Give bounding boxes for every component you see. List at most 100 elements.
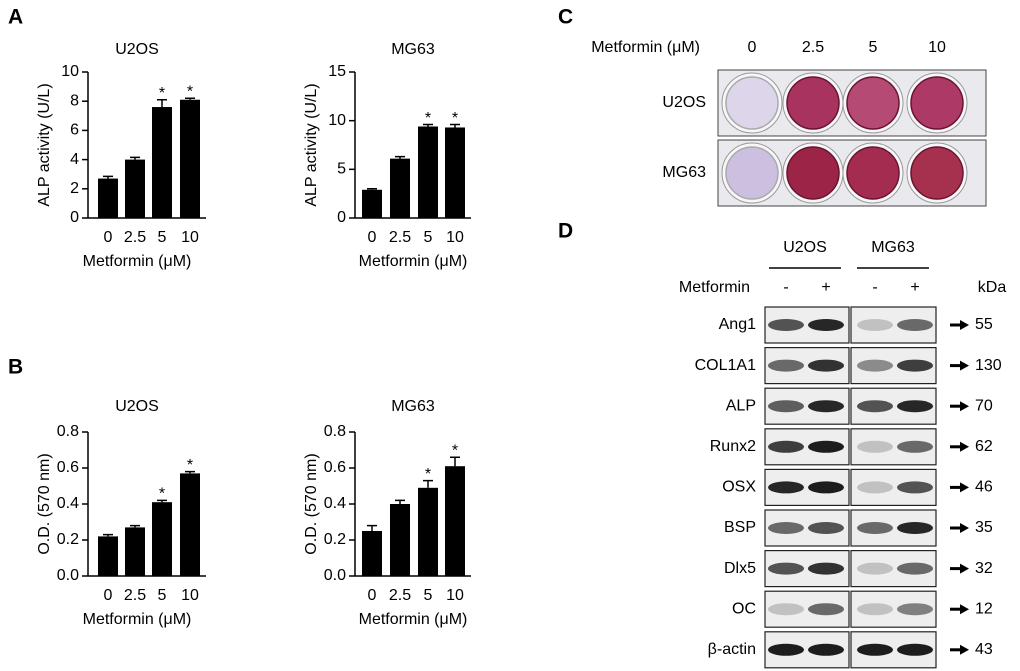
x-tick-label: 2.5: [124, 587, 146, 604]
error-bar: [367, 188, 377, 190]
blot-band: [808, 319, 844, 331]
blot-band: [808, 481, 844, 494]
bar: [125, 159, 145, 218]
blot-band: [857, 359, 893, 372]
y-tick-label: 0.8: [324, 423, 346, 440]
blot-treatment: Metformin: [679, 279, 750, 296]
well: [786, 76, 840, 130]
blot-band: [768, 481, 804, 494]
blot-row-label: Ang1: [719, 316, 756, 333]
blot-row-label: β-actin: [708, 641, 756, 658]
blot-band: [768, 603, 804, 616]
y-tick-label: 10: [61, 63, 79, 80]
blot-band: [808, 359, 844, 372]
arrow-head: [960, 360, 969, 371]
blot-band: [768, 359, 804, 372]
blot-band: [897, 643, 933, 656]
x-tick-label: 2.5: [124, 229, 146, 246]
y-tick-label: 0.8: [57, 423, 79, 440]
blot-band: [897, 359, 933, 372]
significance-mark: *: [452, 110, 458, 127]
arrow-head: [960, 401, 969, 412]
blot-sign: +: [821, 279, 830, 296]
arrow-head: [960, 604, 969, 615]
blot-band: [768, 440, 804, 453]
x-tick-label: 5: [158, 229, 167, 246]
y-tick-label: 15: [328, 63, 346, 80]
y-axis-label: O.D. (570 nm): [36, 453, 53, 554]
y-axis-label: O.D. (570 nm): [303, 453, 320, 554]
blot-row-label: OC: [732, 600, 756, 617]
y-tick-label: 0.4: [324, 495, 346, 512]
blot-band: [897, 440, 933, 453]
blot-band: [768, 319, 804, 331]
blot-kda: 46: [975, 479, 993, 496]
plate-concentration: 0: [748, 39, 757, 56]
arrow-head: [960, 644, 969, 655]
y-tick-label: 0.0: [57, 567, 79, 584]
blot-row-label: BSP: [724, 519, 756, 536]
significance-mark: *: [159, 85, 165, 102]
y-tick-label: 0.2: [324, 531, 346, 548]
plate-header: Metformin (μM): [591, 39, 700, 56]
blot-unit: kDa: [978, 279, 1007, 296]
chart-title: MG63: [391, 398, 435, 415]
plate-concentration: 5: [869, 39, 878, 56]
well: [910, 146, 964, 200]
blot-row-label: OSX: [722, 479, 756, 496]
blot-band: [808, 400, 844, 413]
blot-kda: 43: [975, 641, 993, 658]
blot-kda: 55: [975, 316, 993, 333]
y-tick-label: 0: [70, 209, 79, 226]
error-bar: [157, 499, 167, 503]
arrow-head: [960, 563, 969, 574]
y-tick-label: 10: [328, 112, 346, 129]
blot-kda: 70: [975, 397, 993, 414]
error-bar: [103, 175, 113, 179]
x-axis-label: Metformin (μM): [359, 611, 468, 628]
bar: [125, 527, 145, 576]
blot-kda: 35: [975, 519, 993, 536]
blot-band: [857, 440, 893, 453]
blot-kda: 130: [975, 357, 1002, 374]
bar: [390, 158, 410, 218]
bar: [418, 126, 438, 218]
chart-title: MG63: [391, 41, 435, 58]
well: [846, 76, 900, 130]
bar: [418, 487, 438, 576]
plate-row-label: U2OS: [662, 94, 706, 111]
blot-sign: +: [910, 279, 919, 296]
blot-band: [857, 643, 893, 656]
y-tick-label: 8: [70, 92, 79, 109]
blot-band: [768, 400, 804, 413]
chart-title: U2OS: [115, 41, 159, 58]
blot-band: [808, 440, 844, 453]
arrow-head: [960, 482, 969, 493]
blot-band: [808, 522, 844, 534]
significance-mark: *: [425, 110, 431, 127]
well: [725, 146, 779, 200]
x-tick-label: 5: [424, 587, 433, 604]
x-tick-label: 0: [104, 229, 113, 246]
x-axis-label: Metformin (μM): [83, 253, 192, 270]
blot-band: [857, 481, 893, 494]
x-tick-label: 2.5: [389, 229, 411, 246]
y-tick-label: 4: [70, 151, 79, 168]
blot-band: [897, 481, 933, 494]
y-tick-label: 6: [70, 122, 79, 139]
blot-band: [857, 603, 893, 616]
significance-mark: *: [159, 486, 165, 503]
bar: [362, 531, 382, 576]
blot-band: [857, 562, 893, 575]
blot-band: [808, 643, 844, 656]
error-bar: [185, 470, 195, 474]
x-tick-label: 5: [424, 229, 433, 246]
y-tick-label: 0.0: [324, 567, 346, 584]
y-tick-label: 2: [70, 180, 79, 197]
error-bar: [395, 155, 405, 159]
bar: [445, 127, 465, 218]
blot-group: MG63: [871, 239, 915, 256]
arrow-head: [960, 320, 969, 330]
y-tick-label: 5: [337, 161, 346, 178]
